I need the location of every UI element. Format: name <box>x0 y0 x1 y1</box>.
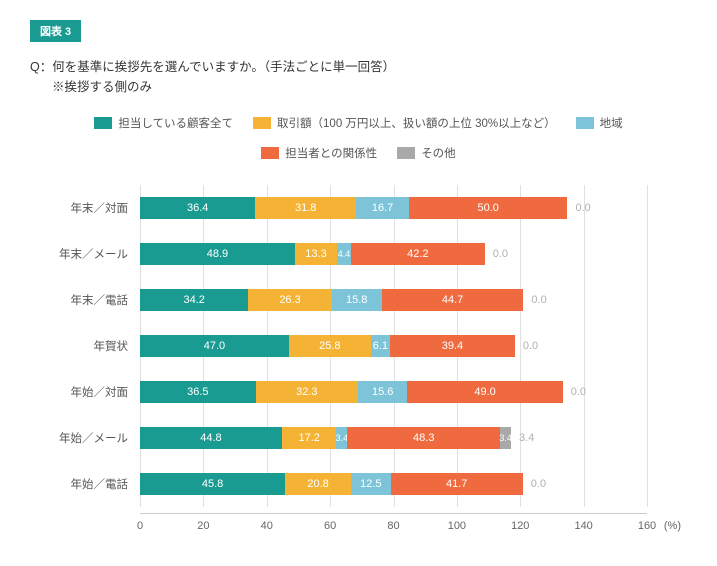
bar-track: 48.913.34.442.20.0 <box>140 243 647 265</box>
axis-tick: 60 <box>324 520 336 532</box>
bar-segment: 45.8 <box>140 473 285 495</box>
legend-swatch <box>397 147 415 159</box>
bar-segment: 50.0 <box>409 197 567 219</box>
chart-rows: 年末／対面36.431.816.750.00.0年末／メール48.913.34.… <box>140 185 647 507</box>
legend-label: その他 <box>421 145 456 161</box>
bar-segment: 15.6 <box>358 381 407 403</box>
chart-row: 年末／メール48.913.34.442.20.0 <box>140 231 647 277</box>
bar-segment: 4.4 <box>337 243 351 265</box>
bar-segment: 39.4 <box>390 335 515 357</box>
bar-segment: 36.5 <box>140 381 256 403</box>
bar-segment: 20.8 <box>285 473 351 495</box>
legend-label: 担当している顧客全て <box>118 115 233 131</box>
legend-label: 地域 <box>600 115 623 131</box>
bar-segment: 17.2 <box>282 427 337 449</box>
trailing-value: 3.4 <box>511 427 534 449</box>
bar-segment: 31.8 <box>255 197 356 219</box>
bar-segment: 44.8 <box>140 427 282 449</box>
legend-item: 担当している顧客全て <box>94 115 233 131</box>
chart-row: 年末／対面36.431.816.750.00.0 <box>140 185 647 231</box>
row-label: 年始／メール <box>30 430 140 446</box>
question-line2: ※挨拶する側のみ <box>30 77 687 97</box>
trailing-value: 0.0 <box>523 473 546 495</box>
row-label: 年末／メール <box>30 246 140 262</box>
question-line1: Q：何を基準に挨拶先を選んでいますか。（手法ごとに単一回答） <box>30 57 687 77</box>
axis-tick: 160 <box>638 520 656 532</box>
bar-segment: 36.4 <box>140 197 255 219</box>
trailing-value: 0.0 <box>515 335 538 357</box>
bar-track: 47.025.86.139.40.0 <box>140 335 647 357</box>
axis-tick: 100 <box>448 520 466 532</box>
trailing-value: 0.0 <box>485 243 508 265</box>
chart-row: 年賀状47.025.86.139.40.0 <box>140 323 647 369</box>
chart-area: 年末／対面36.431.816.750.00.0年末／メール48.913.34.… <box>140 185 647 541</box>
axis-tick: 0 <box>137 520 143 532</box>
bar-track: 34.226.315.844.70.0 <box>140 289 647 311</box>
axis-tick: 20 <box>197 520 209 532</box>
row-label: 年末／電話 <box>30 292 140 308</box>
bar-segment: 12.5 <box>351 473 391 495</box>
row-label: 年賀状 <box>30 338 140 354</box>
legend: 担当している顧客全て 取引額（100 万円以上、扱い額の上位 30%以上など） 地域… <box>30 115 687 161</box>
chart-row: 年始／対面36.532.315.649.00.0 <box>140 369 647 415</box>
legend-item: 担当者との関係性 <box>261 145 377 161</box>
bar-segment: 3.4 <box>336 427 347 449</box>
bar-segment: 16.7 <box>356 197 409 219</box>
bar-track: 45.820.812.541.70.0 <box>140 473 647 495</box>
bar-segment: 26.3 <box>248 289 331 311</box>
bar-segment: 6.1 <box>371 335 390 357</box>
legend-label: 取引額（100 万円以上、扱い額の上位 30%以上など） <box>277 115 556 131</box>
legend-swatch <box>576 117 594 129</box>
trailing-value: 0.0 <box>567 197 590 219</box>
bar-segment: 44.7 <box>382 289 524 311</box>
bar-segment: 47.0 <box>140 335 289 357</box>
x-axis: (%) 020406080100120140160 <box>140 513 647 541</box>
axis-tick: 80 <box>387 520 399 532</box>
chart-row: 年始／メール44.817.23.448.33.43.4 <box>140 415 647 461</box>
bar-segment: 48.3 <box>347 427 500 449</box>
axis-tick: 120 <box>511 520 529 532</box>
row-label: 年末／対面 <box>30 200 140 216</box>
bar-segment: 42.2 <box>351 243 485 265</box>
bar-segment: 13.3 <box>295 243 337 265</box>
legend-item: 取引額（100 万円以上、扱い額の上位 30%以上など） <box>253 115 556 131</box>
legend-label: 担当者との関係性 <box>285 145 377 161</box>
chart-row: 年末／電話34.226.315.844.70.0 <box>140 277 647 323</box>
bar-track: 44.817.23.448.33.43.4 <box>140 427 647 449</box>
figure-badge: 図表 3 <box>30 20 81 42</box>
axis-tick: 40 <box>261 520 273 532</box>
bar-segment: 15.8 <box>332 289 382 311</box>
legend-swatch <box>94 117 112 129</box>
bar-segment: 41.7 <box>391 473 523 495</box>
gridline <box>647 185 648 507</box>
legend-item: その他 <box>397 145 456 161</box>
trailing-value: 0.0 <box>563 381 586 403</box>
row-label: 年始／電話 <box>30 476 140 492</box>
bar-segment: 32.3 <box>256 381 358 403</box>
bar-segment: 48.9 <box>140 243 295 265</box>
bar-segment: 34.2 <box>140 289 248 311</box>
trailing-value: 0.0 <box>523 289 546 311</box>
bar-segment: 3.4 <box>500 427 511 449</box>
axis-unit: (%) <box>664 520 681 532</box>
axis-tick: 140 <box>574 520 592 532</box>
bar-track: 36.532.315.649.00.0 <box>140 381 647 403</box>
question-block: Q：何を基準に挨拶先を選んでいますか。（手法ごとに単一回答） ※挨拶する側のみ <box>30 57 687 97</box>
bar-segment: 25.8 <box>289 335 371 357</box>
chart-row: 年始／電話45.820.812.541.70.0 <box>140 461 647 507</box>
legend-item: 地域 <box>576 115 623 131</box>
legend-swatch <box>253 117 271 129</box>
bar-segment: 49.0 <box>407 381 562 403</box>
legend-swatch <box>261 147 279 159</box>
row-label: 年始／対面 <box>30 384 140 400</box>
bar-track: 36.431.816.750.00.0 <box>140 197 647 219</box>
